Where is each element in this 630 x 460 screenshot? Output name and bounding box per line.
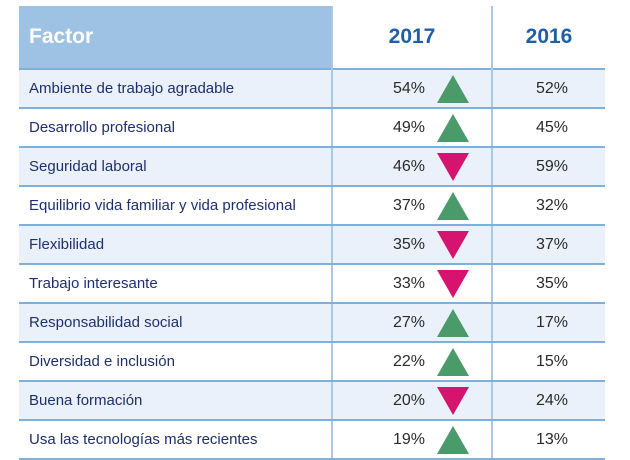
value-2016-cell: 15% bbox=[491, 342, 605, 382]
value-2016: 35% bbox=[535, 274, 569, 292]
factor-cell: Desarrollo profesional bbox=[19, 108, 332, 148]
factor-cell: Buena formación bbox=[19, 381, 332, 421]
table-row: Buena formación 20% 24% bbox=[19, 381, 605, 421]
value-2016: 37% bbox=[535, 235, 569, 253]
value-2017: 27% bbox=[392, 313, 425, 331]
value-2017: 49% bbox=[392, 118, 425, 136]
table-row: Usa las tecnologías más recientes 19% 13% bbox=[19, 420, 605, 460]
value-2016: 15% bbox=[535, 352, 569, 370]
value-2016: 13% bbox=[535, 430, 569, 448]
value-2016: 45% bbox=[535, 118, 569, 136]
value-2017: 35% bbox=[392, 235, 425, 253]
factor-cell: Equilibrio vida familiar y vida profesio… bbox=[19, 186, 332, 226]
value-2017-cell: 37% bbox=[331, 186, 492, 226]
trend-down-icon bbox=[436, 269, 470, 299]
trend-up-icon bbox=[436, 347, 470, 377]
value-2016: 32% bbox=[535, 196, 569, 214]
trend-up-icon bbox=[436, 74, 470, 104]
table-row: Diversidad e inclusión 22% 15% bbox=[19, 342, 605, 382]
value-2017-cell: 19% bbox=[331, 420, 492, 460]
header-2016: 2016 bbox=[491, 6, 605, 69]
trend-down-icon bbox=[436, 230, 470, 260]
trend-down-icon bbox=[436, 386, 470, 416]
factor-cell: Seguridad laboral bbox=[19, 147, 332, 187]
trend-up-icon bbox=[436, 191, 470, 221]
factor-cell: Responsabilidad social bbox=[19, 303, 332, 343]
value-2016: 17% bbox=[535, 313, 569, 331]
value-2017-cell: 20% bbox=[331, 381, 492, 421]
value-2016-cell: 24% bbox=[491, 381, 605, 421]
value-2017: 19% bbox=[392, 430, 425, 448]
value-2017: 22% bbox=[392, 352, 425, 370]
table-row: Trabajo interesante 33% 35% bbox=[19, 264, 605, 304]
value-2017-cell: 35% bbox=[331, 225, 492, 265]
value-2017-cell: 54% bbox=[331, 69, 492, 109]
header-factor: Factor bbox=[19, 6, 332, 69]
value-2017-cell: 49% bbox=[331, 108, 492, 148]
value-2016: 52% bbox=[535, 79, 569, 97]
factor-comparison-table: Factor 2017 2016 Ambiente de trabajo agr… bbox=[19, 6, 605, 460]
value-2017: 54% bbox=[392, 79, 425, 97]
factor-table-container: Factor 2017 2016 Ambiente de trabajo agr… bbox=[19, 6, 605, 460]
value-2016-cell: 45% bbox=[491, 108, 605, 148]
factor-cell: Flexibilidad bbox=[19, 225, 332, 265]
value-2016-cell: 37% bbox=[491, 225, 605, 265]
factor-cell: Ambiente de trabajo agradable bbox=[19, 69, 332, 109]
table-row: Flexibilidad 35% 37% bbox=[19, 225, 605, 265]
trend-down-icon bbox=[436, 152, 470, 182]
value-2016-cell: 32% bbox=[491, 186, 605, 226]
value-2016-cell: 17% bbox=[491, 303, 605, 343]
table-header-row: Factor 2017 2016 bbox=[19, 6, 605, 69]
value-2016-cell: 13% bbox=[491, 420, 605, 460]
table-row: Equilibrio vida familiar y vida profesio… bbox=[19, 186, 605, 226]
table-row: Desarrollo profesional 49% 45% bbox=[19, 108, 605, 148]
value-2017-cell: 22% bbox=[331, 342, 492, 382]
header-2017: 2017 bbox=[331, 6, 492, 69]
value-2017: 46% bbox=[392, 157, 425, 175]
value-2017: 37% bbox=[392, 196, 425, 214]
factor-cell: Usa las tecnologías más recientes bbox=[19, 420, 332, 460]
value-2017-cell: 27% bbox=[331, 303, 492, 343]
value-2016-cell: 59% bbox=[491, 147, 605, 187]
trend-up-icon bbox=[436, 113, 470, 143]
trend-up-icon bbox=[436, 425, 470, 455]
table-row: Responsabilidad social 27% 17% bbox=[19, 303, 605, 343]
value-2016: 24% bbox=[535, 391, 569, 409]
trend-up-icon bbox=[436, 308, 470, 338]
value-2016: 59% bbox=[535, 157, 569, 175]
factor-cell: Trabajo interesante bbox=[19, 264, 332, 304]
value-2017-cell: 33% bbox=[331, 264, 492, 304]
value-2017: 33% bbox=[392, 274, 425, 292]
table-body: Ambiente de trabajo agradable 54% 52% Desar… bbox=[19, 69, 605, 460]
value-2017: 20% bbox=[392, 391, 425, 409]
table-row: Ambiente de trabajo agradable 54% 52% bbox=[19, 69, 605, 109]
value-2016-cell: 52% bbox=[491, 69, 605, 109]
value-2017-cell: 46% bbox=[331, 147, 492, 187]
table-row: Seguridad laboral 46% 59% bbox=[19, 147, 605, 187]
value-2016-cell: 35% bbox=[491, 264, 605, 304]
factor-cell: Diversidad e inclusión bbox=[19, 342, 332, 382]
